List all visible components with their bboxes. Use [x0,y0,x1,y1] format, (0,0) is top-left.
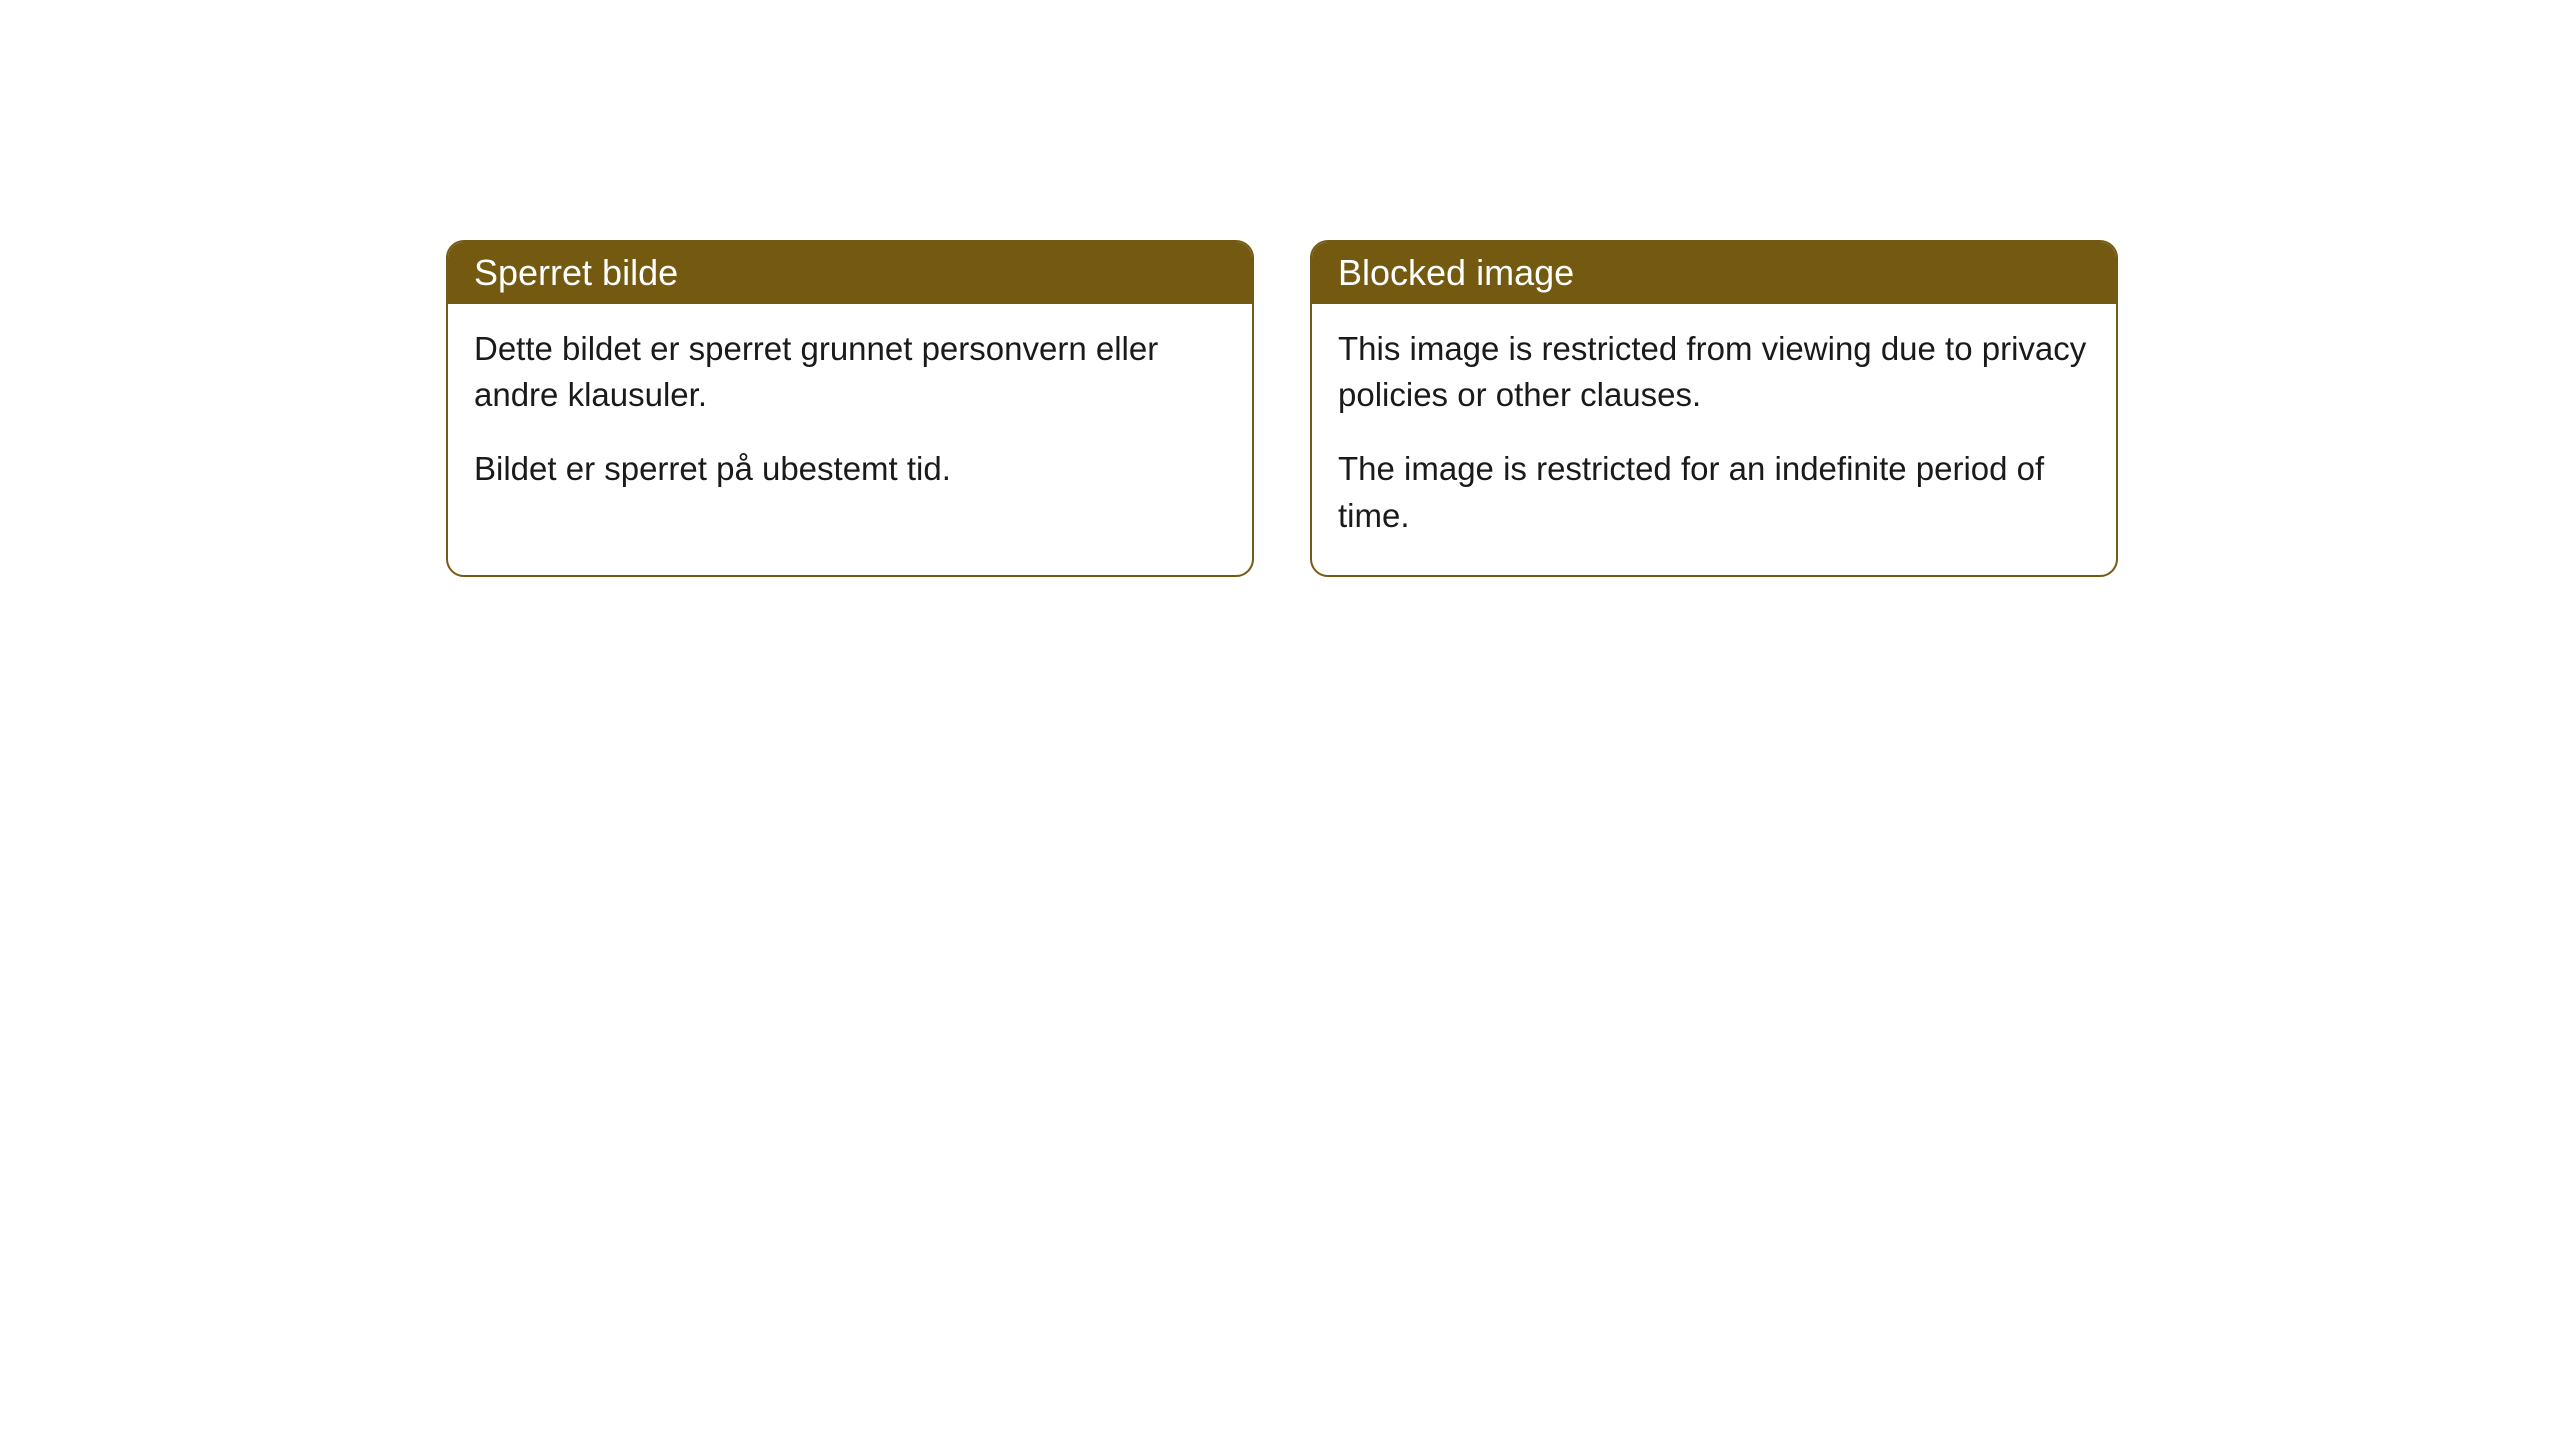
notice-title: Sperret bilde [474,252,678,293]
notice-card-norwegian: Sperret bilde Dette bildet er sperret gr… [446,240,1254,577]
notice-header: Blocked image [1312,242,2116,304]
notice-header: Sperret bilde [448,242,1252,304]
notice-paragraph-1: Dette bildet er sperret grunnet personve… [474,326,1226,418]
notice-body: This image is restricted from viewing du… [1312,304,2116,575]
notice-title: Blocked image [1338,252,1574,293]
notice-card-english: Blocked image This image is restricted f… [1310,240,2118,577]
notice-paragraph-1: This image is restricted from viewing du… [1338,326,2090,418]
notice-paragraph-2: Bildet er sperret på ubestemt tid. [474,446,1226,492]
notice-body: Dette bildet er sperret grunnet personve… [448,304,1252,529]
notice-paragraph-2: The image is restricted for an indefinit… [1338,446,2090,538]
notice-container: Sperret bilde Dette bildet er sperret gr… [0,0,2560,577]
